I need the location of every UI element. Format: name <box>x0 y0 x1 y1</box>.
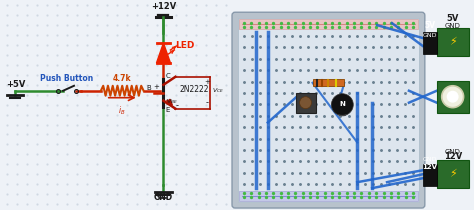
Text: 4.7k: 4.7k <box>112 74 131 83</box>
Text: 5V: 5V <box>424 21 435 30</box>
Bar <box>437 28 469 56</box>
Bar <box>423 32 437 54</box>
Polygon shape <box>156 43 171 63</box>
Bar <box>238 18 419 202</box>
Bar <box>437 81 469 113</box>
Bar <box>296 93 316 113</box>
Text: Push Button: Push Button <box>40 74 94 83</box>
Text: GND: GND <box>422 33 437 38</box>
Text: ⚡: ⚡ <box>449 37 456 47</box>
Text: 2N2222: 2N2222 <box>179 85 209 94</box>
Text: +12V: +12V <box>151 2 176 11</box>
Text: $i_c$: $i_c$ <box>166 58 173 68</box>
Text: LED: LED <box>175 41 195 50</box>
Text: ⚡: ⚡ <box>449 169 456 179</box>
Text: GND: GND <box>445 149 461 155</box>
Text: $i_B$: $i_B$ <box>118 105 126 117</box>
Circle shape <box>442 86 464 108</box>
Text: GND: GND <box>445 23 461 29</box>
Bar <box>312 79 344 86</box>
Text: GND: GND <box>422 157 437 162</box>
Text: +: + <box>154 84 159 90</box>
Text: 5V: 5V <box>447 14 459 23</box>
Text: -: - <box>206 98 209 107</box>
Text: +: + <box>204 79 210 85</box>
Text: $V_{CE}$: $V_{CE}$ <box>212 86 224 95</box>
Text: E: E <box>165 107 170 113</box>
Text: 12V: 12V <box>422 164 438 170</box>
Bar <box>423 164 437 186</box>
Bar <box>239 19 418 29</box>
Circle shape <box>331 94 353 116</box>
Bar <box>437 160 469 188</box>
Text: +5V: +5V <box>6 80 25 89</box>
Text: 12V: 12V <box>444 152 462 161</box>
Text: N: N <box>339 101 345 107</box>
Text: GND: GND <box>154 193 173 202</box>
Text: -: - <box>176 101 179 110</box>
Bar <box>239 191 418 201</box>
Text: C: C <box>165 73 170 79</box>
Text: B: B <box>147 85 152 91</box>
Circle shape <box>447 91 459 103</box>
FancyBboxPatch shape <box>232 12 425 208</box>
Text: $V_{BE}$: $V_{BE}$ <box>166 97 179 106</box>
Circle shape <box>300 97 311 109</box>
